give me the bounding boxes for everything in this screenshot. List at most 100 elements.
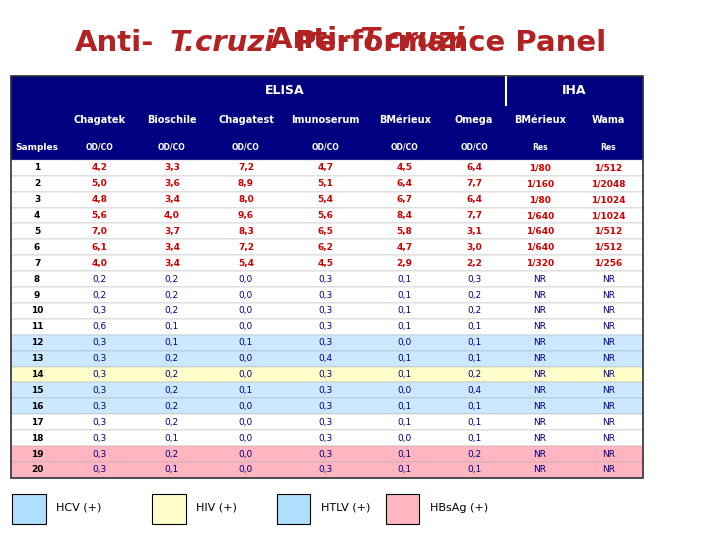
- Text: NR: NR: [602, 418, 615, 427]
- Text: 1/80: 1/80: [528, 163, 551, 172]
- Text: 3,6: 3,6: [164, 179, 180, 188]
- Text: 0,3: 0,3: [92, 338, 107, 347]
- Text: 6,7: 6,7: [397, 195, 413, 204]
- Text: 0,2: 0,2: [165, 275, 179, 284]
- Bar: [11, 382, 643, 399]
- Text: 0,1: 0,1: [467, 434, 481, 443]
- Bar: [11, 271, 643, 287]
- Text: 0,1: 0,1: [239, 338, 253, 347]
- Text: NR: NR: [602, 449, 615, 458]
- Text: 0,0: 0,0: [397, 338, 412, 347]
- Text: Res: Res: [600, 143, 616, 152]
- Text: 1/1024: 1/1024: [591, 195, 626, 204]
- Text: 0,3: 0,3: [318, 402, 333, 411]
- Text: 4,2: 4,2: [91, 163, 107, 172]
- Text: 7,7: 7,7: [466, 211, 482, 220]
- Text: 5,4: 5,4: [238, 259, 254, 268]
- Text: 0,3: 0,3: [318, 465, 333, 475]
- Text: 0,2: 0,2: [467, 306, 481, 315]
- Bar: [11, 224, 643, 239]
- Text: HTLV (+): HTLV (+): [321, 503, 370, 512]
- Text: 9,6: 9,6: [238, 211, 254, 220]
- Text: NR: NR: [534, 434, 546, 443]
- Text: 0,0: 0,0: [239, 418, 253, 427]
- Text: 0,0: 0,0: [239, 449, 253, 458]
- Bar: [11, 287, 643, 303]
- Text: 0,3: 0,3: [92, 402, 107, 411]
- Text: 0,3: 0,3: [318, 306, 333, 315]
- Text: 1/80: 1/80: [528, 195, 551, 204]
- Text: OD/CO: OD/CO: [312, 143, 339, 152]
- Text: 0,1: 0,1: [397, 465, 412, 475]
- Text: 0,1: 0,1: [397, 370, 412, 379]
- Text: 5,6: 5,6: [318, 211, 333, 220]
- Text: Chagatest: Chagatest: [218, 115, 274, 125]
- Bar: [11, 105, 643, 135]
- Text: 0,4: 0,4: [467, 386, 481, 395]
- Text: 4,5: 4,5: [318, 259, 333, 268]
- Text: Omega: Omega: [455, 115, 493, 125]
- Text: NR: NR: [602, 386, 615, 395]
- Text: 1/640: 1/640: [526, 227, 554, 236]
- Text: Imunoserum: Imunoserum: [291, 115, 359, 125]
- Text: Chagatek: Chagatek: [73, 115, 126, 125]
- Text: 0,2: 0,2: [467, 370, 481, 379]
- Text: 3,4: 3,4: [164, 195, 180, 204]
- Text: 1/512: 1/512: [594, 163, 622, 172]
- Text: 1/512: 1/512: [594, 227, 622, 236]
- Text: 0,2: 0,2: [165, 418, 179, 427]
- Text: Samples: Samples: [16, 143, 58, 152]
- Text: 7,7: 7,7: [466, 179, 482, 188]
- Text: 0,1: 0,1: [397, 418, 412, 427]
- Text: 4,0: 4,0: [164, 211, 180, 220]
- Text: NR: NR: [602, 338, 615, 347]
- Text: 12: 12: [31, 338, 43, 347]
- Text: 5,1: 5,1: [318, 179, 333, 188]
- Text: 3: 3: [34, 195, 40, 204]
- Text: 3,7: 3,7: [164, 227, 180, 236]
- Text: 8,0: 8,0: [238, 195, 254, 204]
- Text: NR: NR: [602, 275, 615, 284]
- Text: 0,3: 0,3: [318, 338, 333, 347]
- Text: NR: NR: [534, 291, 546, 300]
- Text: 0,2: 0,2: [165, 449, 179, 458]
- Text: 7,2: 7,2: [238, 163, 254, 172]
- Text: 1: 1: [34, 163, 40, 172]
- Text: 0,2: 0,2: [165, 354, 179, 363]
- Text: HBsAg (+): HBsAg (+): [430, 503, 488, 512]
- Text: 20: 20: [31, 465, 43, 475]
- Text: 5,0: 5,0: [91, 179, 107, 188]
- Text: 1/512: 1/512: [594, 243, 622, 252]
- Bar: [11, 255, 643, 271]
- Text: 8,3: 8,3: [238, 227, 254, 236]
- Text: OD/CO: OD/CO: [158, 143, 186, 152]
- Text: 4: 4: [34, 211, 40, 220]
- Text: 0,3: 0,3: [318, 275, 333, 284]
- Text: 1/640: 1/640: [526, 243, 554, 252]
- Text: HIV (+): HIV (+): [197, 503, 238, 512]
- Text: 0,3: 0,3: [92, 465, 107, 475]
- Text: OD/CO: OD/CO: [86, 143, 114, 152]
- Text: 0,0: 0,0: [239, 465, 253, 475]
- Text: 0,3: 0,3: [318, 418, 333, 427]
- Text: 6,1: 6,1: [91, 243, 107, 252]
- Text: 0,1: 0,1: [165, 338, 179, 347]
- Text: 0,1: 0,1: [467, 418, 481, 427]
- Text: NR: NR: [602, 291, 615, 300]
- Text: 4,7: 4,7: [318, 163, 333, 172]
- Text: 0,3: 0,3: [92, 306, 107, 315]
- Text: NR: NR: [602, 465, 615, 475]
- Text: 6,5: 6,5: [318, 227, 333, 236]
- Text: 1/2048: 1/2048: [591, 179, 626, 188]
- Text: Res: Res: [532, 143, 548, 152]
- Text: ELISA: ELISA: [265, 84, 305, 97]
- Text: 0,2: 0,2: [165, 306, 179, 315]
- Text: 0,3: 0,3: [92, 386, 107, 395]
- Text: 3,3: 3,3: [164, 163, 180, 172]
- Bar: [386, 494, 419, 524]
- Text: T.cruzi: T.cruzi: [360, 26, 465, 55]
- Text: 0,4: 0,4: [318, 354, 333, 363]
- Text: 0,3: 0,3: [92, 449, 107, 458]
- Text: 17: 17: [31, 418, 43, 427]
- Text: 0,0: 0,0: [239, 291, 253, 300]
